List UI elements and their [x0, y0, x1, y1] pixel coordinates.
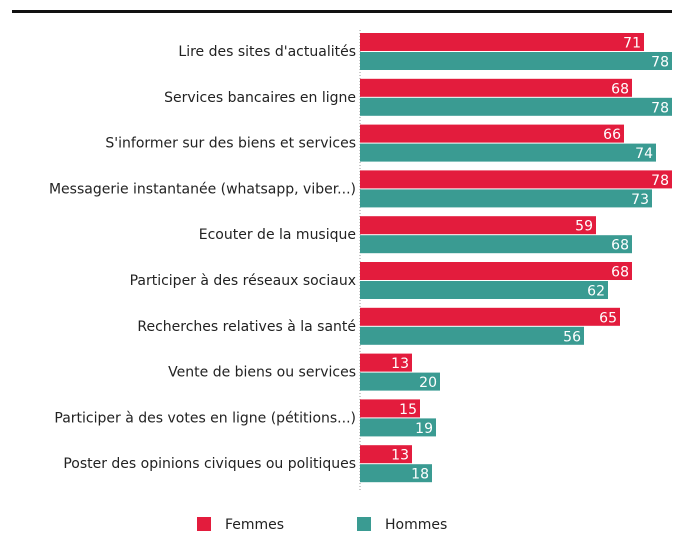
- value-label: 68: [611, 238, 629, 254]
- bar: [360, 170, 672, 189]
- bar: [360, 78, 632, 97]
- value-label: 13: [391, 448, 409, 464]
- legend-swatch: [197, 517, 211, 531]
- category-label: Ecouter de la musique: [199, 227, 356, 243]
- category-label: Poster des opinions civiques ou politiqu…: [63, 456, 356, 472]
- top-rule: [12, 10, 672, 13]
- value-label: 78: [651, 100, 669, 116]
- value-label: 18: [411, 467, 429, 483]
- value-label: 71: [623, 36, 641, 52]
- bar: [360, 235, 632, 254]
- legend-swatch: [357, 517, 371, 531]
- value-label: 68: [611, 81, 629, 97]
- value-label: 59: [575, 219, 593, 235]
- bar: [360, 418, 436, 437]
- value-label: 78: [651, 173, 669, 189]
- category-label: Lire des sites d'actualités: [178, 44, 356, 60]
- category-label: S'informer sur des biens et services: [105, 136, 356, 152]
- value-label: 62: [587, 284, 605, 300]
- value-label: 65: [599, 310, 617, 326]
- category-label: Messagerie instantanée (whatsapp, viber.…: [49, 181, 356, 197]
- bar: [360, 143, 656, 162]
- legend-label: Femmes: [225, 517, 284, 533]
- value-label: 73: [631, 192, 649, 208]
- value-label: 15: [399, 402, 417, 418]
- bar: [360, 262, 632, 280]
- category-label: Participer à des réseaux sociaux: [130, 273, 356, 289]
- category-label: Services bancaires en ligne: [164, 90, 356, 106]
- bar: [360, 464, 432, 483]
- value-label: 78: [651, 55, 669, 71]
- value-label: 56: [563, 329, 581, 345]
- bar: [360, 97, 672, 116]
- bar: [360, 216, 596, 235]
- value-label: 68: [611, 265, 629, 281]
- bar: [360, 353, 412, 372]
- bar: [360, 189, 652, 208]
- category-label: Recherches relatives à la santé: [137, 319, 356, 335]
- bar: [360, 52, 672, 70]
- legend-label: Hommes: [385, 517, 447, 533]
- bar: [360, 399, 420, 418]
- bar: [360, 372, 440, 391]
- bar: [360, 326, 584, 345]
- value-label: 20: [419, 375, 437, 391]
- bar: [360, 307, 620, 326]
- bar: [360, 281, 608, 299]
- bar: [360, 124, 624, 143]
- value-label: 74: [635, 146, 653, 162]
- bar: [360, 33, 644, 51]
- category-label: Vente de biens ou services: [168, 365, 356, 381]
- value-label: 13: [391, 356, 409, 372]
- bar: [360, 445, 412, 464]
- value-label: 19: [415, 421, 433, 437]
- value-label: 66: [603, 127, 621, 143]
- category-label: Participer à des votes en ligne (pétitio…: [54, 410, 356, 426]
